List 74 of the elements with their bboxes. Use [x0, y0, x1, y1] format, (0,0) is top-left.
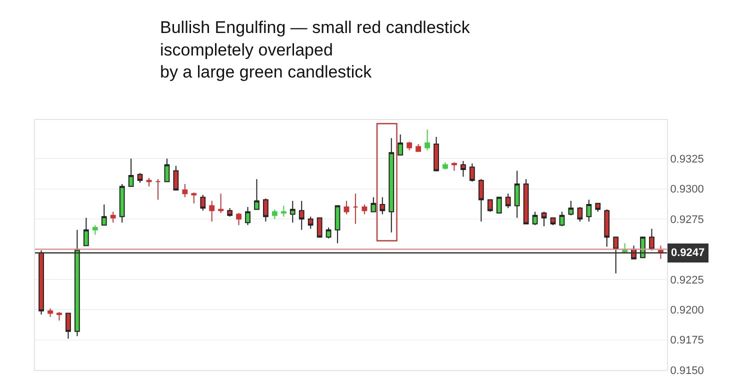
candlestick: [577, 206, 583, 222]
candlestick: [182, 184, 188, 198]
candlestick: [236, 212, 242, 226]
candlestick: [92, 224, 98, 236]
candlestick: [101, 204, 107, 226]
candlestick: [245, 206, 250, 226]
candlestick: [604, 208, 610, 248]
candlestick: [613, 236, 619, 274]
candlestick: [128, 158, 134, 187]
candlestick: [442, 162, 448, 170]
candlestick: [48, 308, 53, 318]
candlestick: [280, 205, 286, 218]
candlestick: [434, 136, 439, 172]
candlestick: [316, 217, 322, 238]
candlestick: [263, 198, 268, 222]
candlestick: [326, 226, 332, 239]
candlestick: [496, 196, 502, 214]
candlestick: [452, 162, 457, 172]
candlestick: [424, 129, 430, 151]
candlestick: [119, 184, 125, 224]
candlestick: [370, 196, 376, 212]
candlestick: [352, 193, 358, 224]
candlestick: [380, 196, 386, 215]
y-tick-label: 0.9325: [670, 154, 704, 166]
candlestick: [227, 208, 233, 218]
y-tick-label: 0.9200: [670, 304, 704, 316]
candlestick: [254, 178, 260, 210]
candlestick: [218, 193, 224, 214]
y-tick-label: 0.9175: [670, 334, 704, 347]
candlestick: [586, 199, 592, 222]
candlestick: [146, 177, 152, 187]
candlestick: [173, 165, 179, 191]
candlestick: [532, 211, 538, 226]
candlestick: [595, 202, 601, 212]
candlestick: [334, 205, 340, 244]
candlestick: [209, 200, 215, 222]
candlestick: [56, 312, 62, 321]
candlestick: [541, 211, 547, 227]
candlestick: [514, 170, 520, 218]
candlestick: [469, 162, 475, 182]
candlestick: [66, 312, 71, 340]
y-tick-label: 0.9150: [670, 364, 704, 377]
candlestick: [416, 144, 422, 152]
candlestick: [523, 178, 529, 224]
y-tick-label: 0.9300: [670, 184, 704, 196]
y-tick-label: 0.9225: [670, 274, 704, 286]
candlestick: [568, 200, 574, 216]
candlestick: [38, 250, 44, 315]
candlestick: [649, 228, 654, 250]
candlestick: [74, 229, 80, 337]
candlestick: [191, 192, 197, 204]
candlestick: [559, 211, 565, 227]
candlestick: [137, 172, 143, 184]
candlestick: [298, 200, 304, 230]
candlestick: [272, 208, 278, 220]
candlestick: [83, 217, 89, 246]
candlestick: [308, 216, 314, 230]
candlestick: [155, 178, 161, 200]
candlestick: [290, 200, 296, 224]
candlestick: [200, 194, 206, 212]
candlestick: [164, 158, 170, 182]
chart-title: Bullish Engulfing — small red candlestick iscompletely overlaped by a large green candlestick: [160, 18, 470, 82]
candlestick: [110, 211, 116, 224]
candlestick: [398, 134, 404, 156]
candlestick: [344, 200, 350, 215]
candlestick: [362, 204, 368, 215]
candlestick: [505, 193, 511, 209]
y-tick-label: 0.9275: [670, 214, 704, 226]
candlestick: [487, 199, 493, 212]
ref-line-label: 0.9247: [671, 247, 705, 259]
candlestick: [406, 141, 412, 151]
candlestick: [388, 138, 394, 233]
candlestick: [478, 178, 484, 222]
candlestick: [460, 160, 466, 178]
